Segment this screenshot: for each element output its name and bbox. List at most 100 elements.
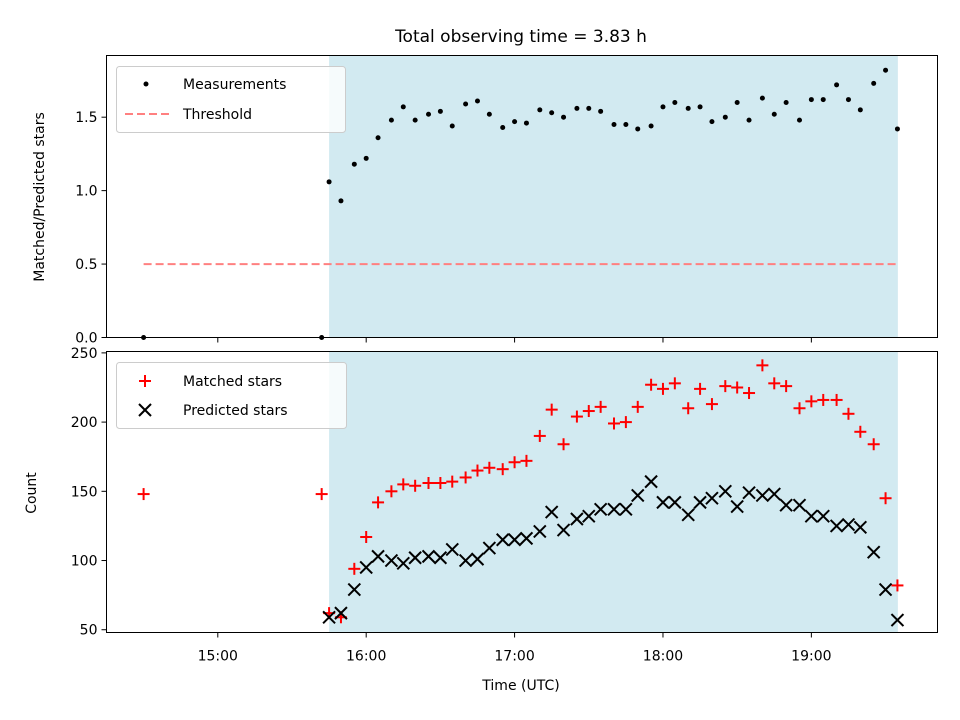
predicted-star-point [829, 519, 844, 533]
y-tick-label: 200 [71, 415, 98, 431]
predicted-star-point [556, 523, 571, 537]
x-tick-label: 15:00 [198, 649, 238, 665]
measurement-point [574, 105, 580, 111]
matched-star-point [545, 403, 558, 416]
matched-star-point [446, 475, 459, 488]
measurement-point [363, 155, 369, 161]
measurement-point [426, 111, 432, 117]
predicted-star-point [730, 499, 744, 514]
matched-star-point [557, 438, 570, 451]
predicted-star-point [681, 508, 695, 522]
observing-window-shade [329, 351, 898, 633]
matched-star-point [533, 429, 546, 442]
matched-star-point [459, 471, 472, 484]
matched-star-point [891, 579, 904, 592]
matched-star-point [768, 377, 781, 390]
predicted-star-point [482, 541, 497, 555]
measurement-point [660, 104, 666, 110]
matched-star-point [409, 479, 422, 492]
matched-star-point [656, 382, 669, 395]
matched-star-point [842, 407, 855, 420]
measurement-point [512, 119, 518, 125]
top-panel: 0.0 0.5 1.0 1.5 Matched/Predicted stars Mea… [32, 55, 938, 347]
y-tick-label: 0.5 [75, 257, 97, 273]
matched-star-point [854, 425, 867, 438]
top-measurement-layer [141, 67, 900, 340]
matched-star-point [570, 410, 583, 423]
matched-star-point [315, 488, 328, 501]
measurement-point [722, 114, 728, 120]
top-legend-box [116, 66, 346, 133]
y-tick-label: 1.0 [75, 184, 97, 200]
predicted-star-point [371, 549, 385, 564]
predicted-star-point [396, 556, 410, 570]
matched-star-point [867, 438, 880, 451]
top-observing-window-layer [329, 55, 898, 338]
measurement-point [894, 126, 900, 132]
matched-star-point [508, 456, 521, 469]
predicted-star-point [433, 551, 448, 565]
measurement-point [611, 122, 617, 128]
y-tick-label: 100 [71, 554, 98, 570]
matched-star-point [520, 454, 533, 467]
matched-star-point [756, 359, 769, 372]
measurement-point [857, 107, 863, 113]
top-y-axis: 0.0 0.5 1.0 1.5 [75, 110, 107, 347]
matched-star-point [719, 380, 732, 393]
measurement-point [672, 100, 678, 105]
measurement-point [537, 107, 543, 113]
predicted-star-point [755, 488, 770, 503]
measurement-point [623, 122, 629, 128]
matched-star-point [385, 485, 398, 498]
predicted-star-point [656, 495, 670, 510]
legend-measurements-marker [143, 81, 149, 87]
bottom-counts-layer [137, 359, 905, 627]
x-tick-label: 18:00 [643, 649, 683, 665]
predicted-star-point [792, 498, 807, 512]
predicted-star-point [507, 533, 522, 547]
x-tick-label: 17:00 [494, 649, 534, 665]
predicted-star-point [582, 509, 596, 523]
predicted-star-point [853, 520, 868, 535]
measurement-point [474, 98, 480, 104]
measurement-point [463, 101, 469, 107]
matched-star-point [682, 402, 695, 415]
predicted-star-point [705, 491, 719, 505]
matched-star-point [372, 496, 385, 509]
bottom-legend: Matched stars Predicted stars [116, 362, 347, 429]
matched-star-point [496, 463, 509, 476]
matched-star-point [582, 405, 595, 418]
predicted-star-point [607, 502, 621, 517]
chart-title: Total observing time = 3.83 h [394, 27, 647, 47]
measurement-point [635, 126, 641, 132]
predicted-star-point [619, 502, 633, 517]
y-tick-label: 150 [71, 484, 98, 500]
measurement-point [326, 179, 332, 185]
legend-predicted-marker [138, 403, 152, 417]
predicted-star-point [470, 552, 485, 566]
matched-star-point [631, 400, 644, 413]
measurement-point [598, 108, 604, 114]
predicted-star-point [742, 485, 756, 500]
bottom-y-axis: 50 100 150 200 250 [71, 346, 107, 639]
predicted-star-point [421, 549, 436, 564]
predicted-star-point [496, 533, 510, 547]
bottom-panel: 50 100 150 200 250 15:00 16:00 17:00 18:00 19:00… [24, 346, 938, 694]
measurement-point [375, 135, 381, 141]
predicted-star-point [334, 606, 348, 620]
matched-star-point [608, 417, 621, 430]
measurement-point [500, 124, 506, 130]
predicted-star-point [408, 551, 422, 565]
predicted-star-point [458, 553, 473, 568]
matched-star-point [471, 464, 484, 477]
x-axis-title: Time (UTC) [481, 678, 559, 694]
matched-star-point [422, 477, 435, 490]
measurement-point [820, 97, 826, 103]
matched-star-point [793, 402, 806, 415]
measurement-point [746, 117, 752, 123]
matched-star-point [645, 378, 658, 391]
matched-star-point [397, 478, 410, 491]
measurement-point [697, 104, 703, 110]
predicted-star-point [804, 509, 819, 523]
